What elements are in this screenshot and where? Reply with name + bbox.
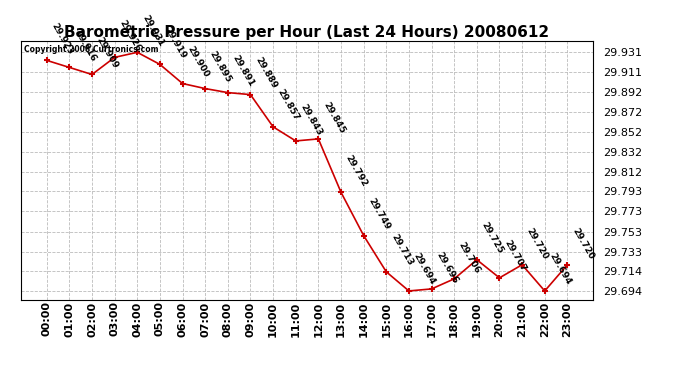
Text: 29.713: 29.713 (389, 233, 414, 268)
Text: 29.895: 29.895 (208, 50, 233, 84)
Text: 29.696: 29.696 (434, 250, 460, 285)
Text: 29.857: 29.857 (276, 88, 301, 123)
Text: 29.720: 29.720 (570, 226, 595, 261)
Text: 29.900: 29.900 (186, 45, 210, 80)
Text: 29.694: 29.694 (547, 252, 573, 287)
Text: 29.916: 29.916 (72, 28, 97, 63)
Text: 29.889: 29.889 (253, 56, 279, 90)
Title: Barometric Pressure per Hour (Last 24 Hours) 20080612: Barometric Pressure per Hour (Last 24 Ho… (64, 25, 550, 40)
Text: 29.725: 29.725 (480, 221, 505, 255)
Text: 29.931: 29.931 (140, 13, 166, 48)
Text: 29.792: 29.792 (344, 153, 369, 188)
Text: 29.749: 29.749 (366, 196, 392, 231)
Text: 29.926: 29.926 (117, 18, 143, 53)
Text: 29.706: 29.706 (457, 240, 482, 275)
Text: 29.891: 29.891 (230, 54, 256, 88)
Text: Copyright 2008 Curtronics.com: Copyright 2008 Curtronics.com (23, 45, 158, 54)
Text: 29.720: 29.720 (525, 226, 550, 261)
Text: 29.919: 29.919 (163, 26, 188, 60)
Text: 29.909: 29.909 (95, 36, 120, 70)
Text: 29.843: 29.843 (299, 102, 324, 137)
Text: 29.845: 29.845 (321, 100, 346, 135)
Text: 29.923: 29.923 (50, 21, 75, 56)
Text: 29.694: 29.694 (412, 252, 437, 287)
Text: 29.707: 29.707 (502, 239, 527, 274)
